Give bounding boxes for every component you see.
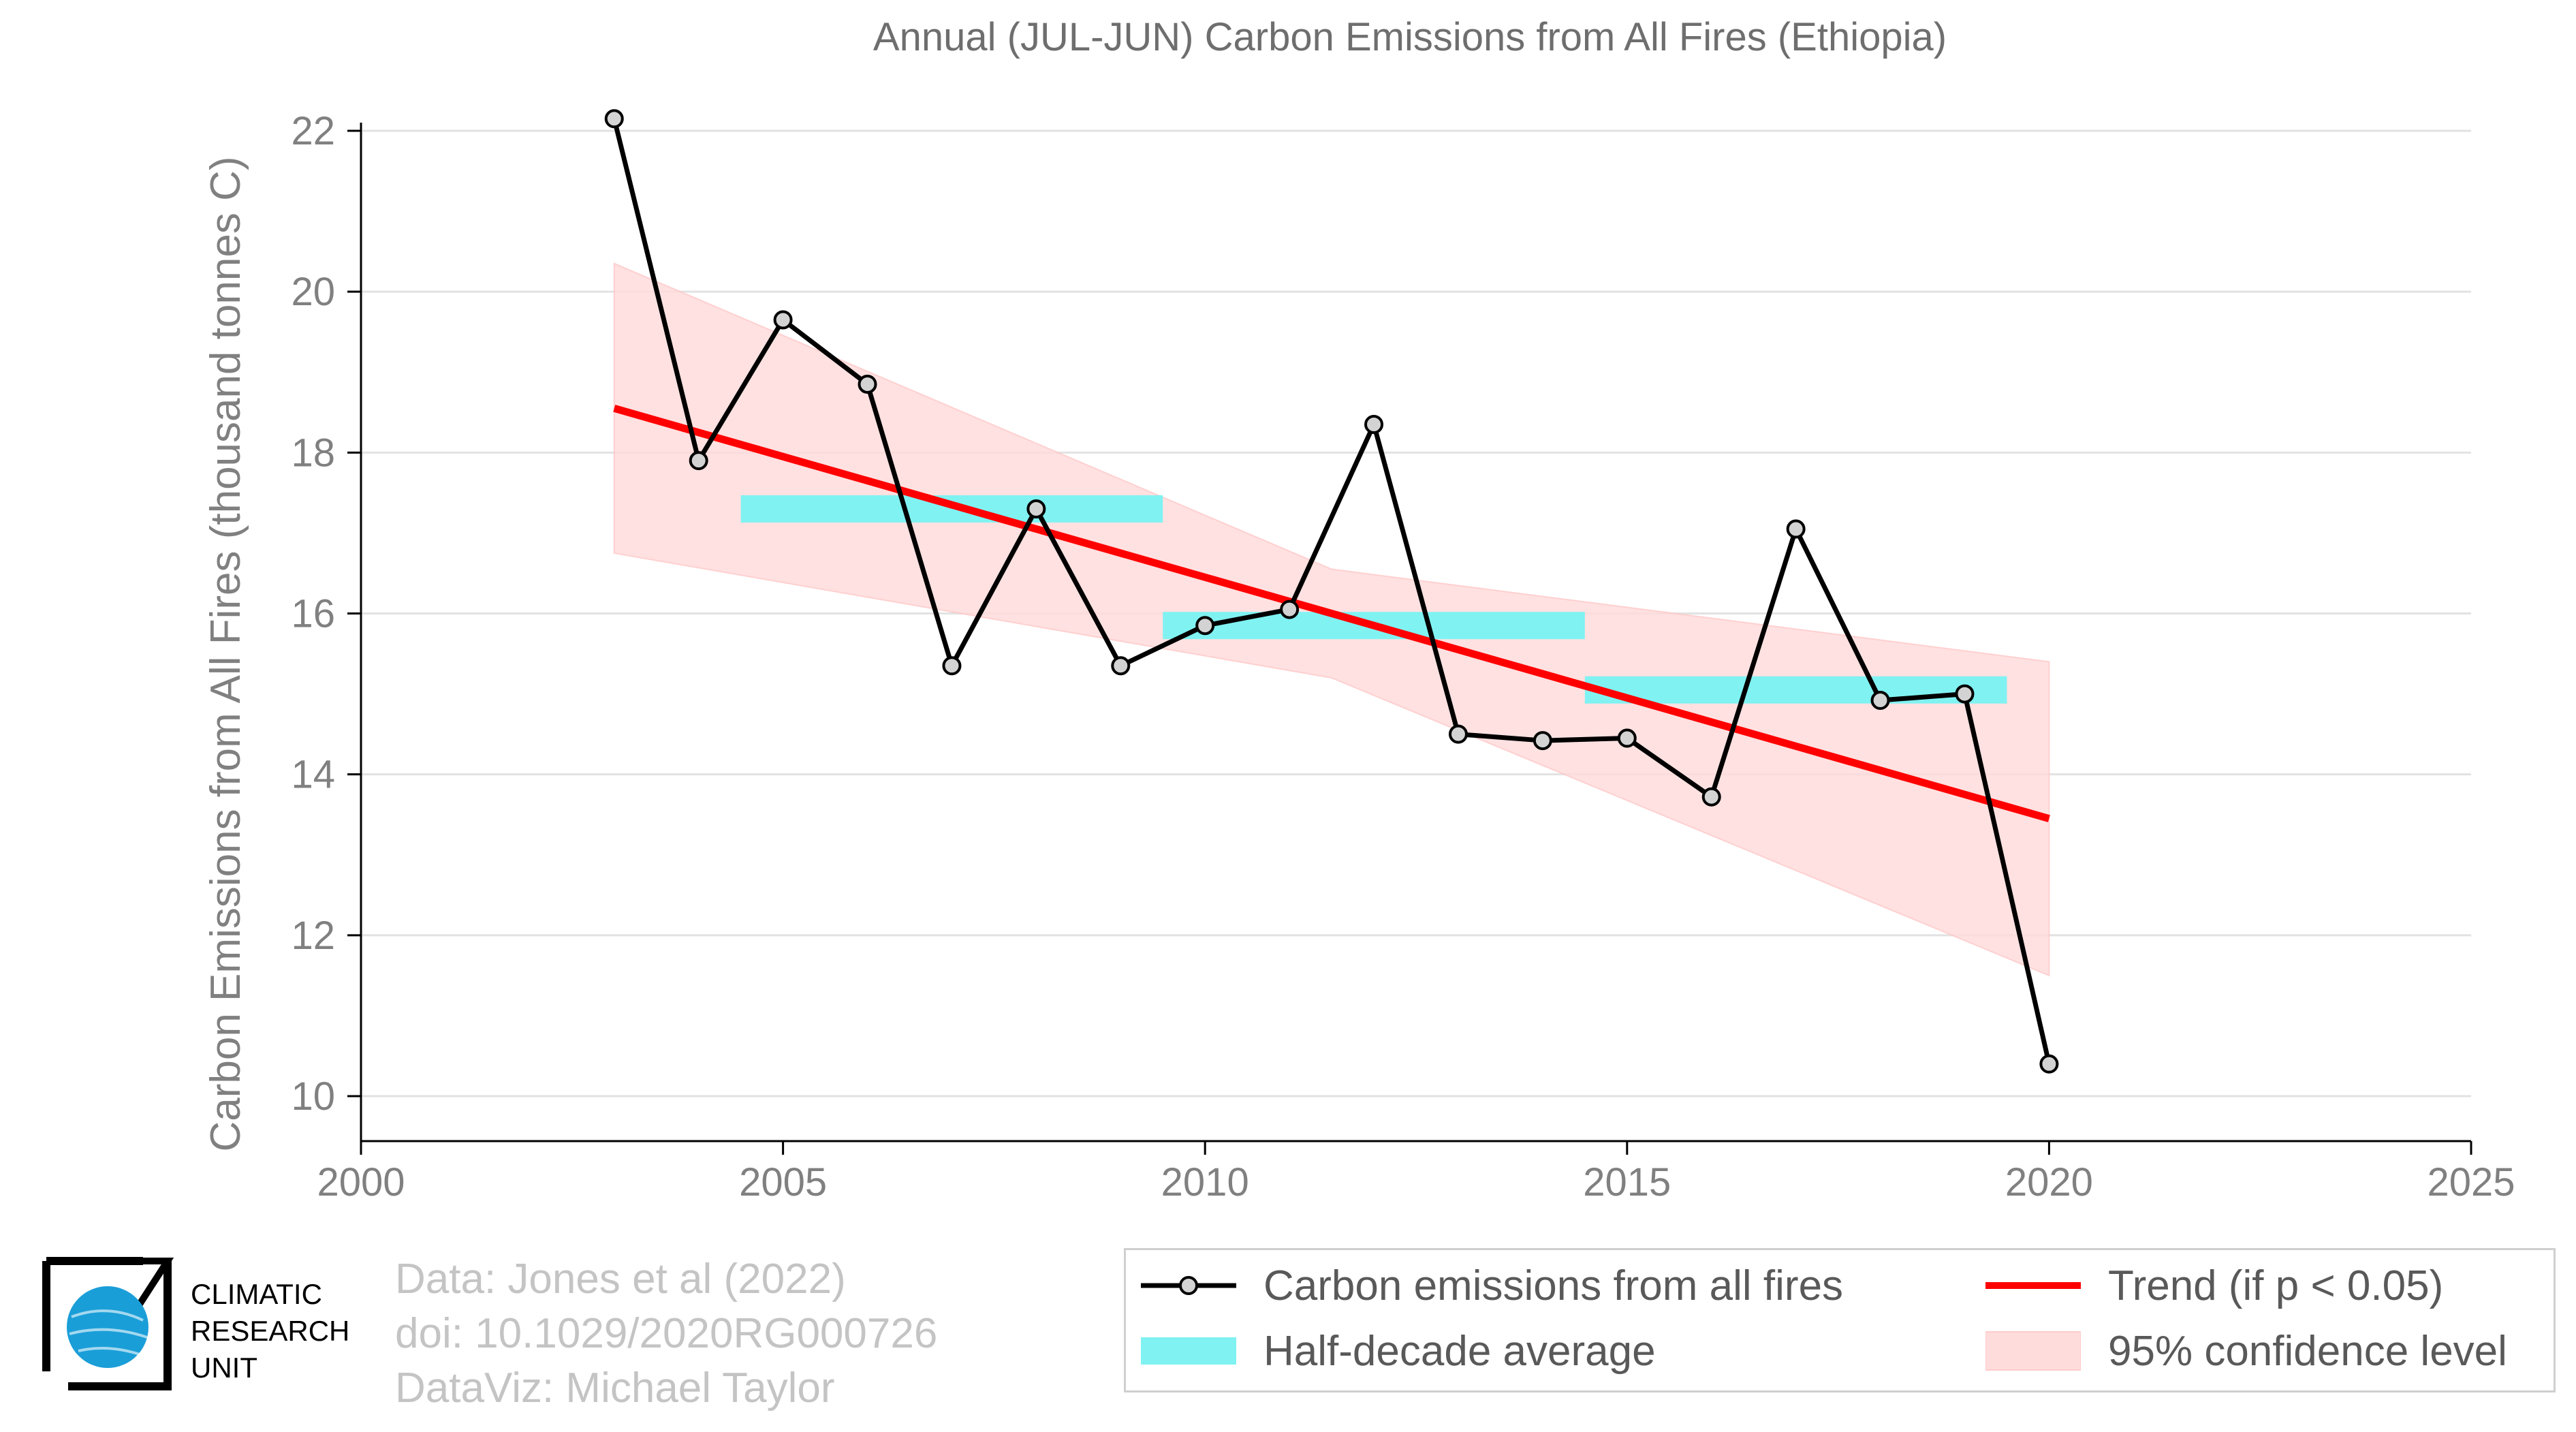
x-tick-label: 2000 <box>317 1160 405 1204</box>
legend-item-trend: Trend (if p < 0.05) <box>1985 1258 2443 1313</box>
data-point <box>2039 1054 2059 1074</box>
legend-swatch-trend <box>1985 1282 2081 1289</box>
y-tick-label: 10 <box>291 1074 335 1119</box>
logo-text-line2: RESEARCH <box>191 1315 350 1347</box>
chart-title: Annual (JUL-JUN) Carbon Emissions from A… <box>873 15 1947 59</box>
data-point <box>1280 600 1300 619</box>
emissions-line <box>612 118 2052 1065</box>
y-tick-label: 22 <box>291 109 335 153</box>
half-decade-bar <box>740 495 1163 523</box>
data-point <box>1786 519 1806 539</box>
data-point <box>689 451 708 471</box>
legend-label-emissions: Carbon emissions from all fires <box>1263 1262 1844 1309</box>
y-tick-label: 16 <box>291 592 335 636</box>
y-tick-label: 14 <box>291 753 335 797</box>
data-point <box>942 656 962 676</box>
legend-swatch-confidence <box>1985 1331 2081 1371</box>
legend-label-average: Half-decade average <box>1263 1327 1656 1375</box>
data-credits: Data: Jones et al (2022) doi: 10.1029/20… <box>395 1252 937 1416</box>
legend-swatch-average <box>1141 1337 1236 1365</box>
x-tick-label: 2015 <box>1583 1160 1671 1204</box>
y-tick-label: 12 <box>291 914 335 958</box>
data-point <box>1364 415 1384 435</box>
y-tick-labels: 10 12 14 16 18 20 22 <box>291 109 335 1119</box>
data-point <box>1701 787 1721 807</box>
credit-data-source: Data: Jones et al (2022) <box>395 1256 846 1303</box>
gridlines <box>347 129 2471 1098</box>
data-point <box>858 374 877 394</box>
data-point <box>1026 499 1046 518</box>
logo-text-line1: CLIMATIC <box>191 1278 322 1310</box>
globe-icon <box>42 1257 174 1390</box>
y-tick-label: 18 <box>291 431 335 475</box>
x-tick-label: 2025 <box>2427 1160 2515 1204</box>
legend-swatch-emissions <box>1141 1276 1236 1295</box>
x-tick-label: 2005 <box>739 1160 827 1204</box>
half-decade-bar <box>1584 676 2007 704</box>
logo-text-line3: UNIT <box>191 1352 257 1384</box>
data-point <box>1111 656 1131 676</box>
credit-dataviz: DataViz: Michael Taylor <box>395 1365 835 1412</box>
legend-item-confidence: 95% confidence level <box>1985 1324 2507 1378</box>
legend-item-average: Half-decade average <box>1141 1324 1656 1378</box>
data-point <box>1617 728 1637 748</box>
cru-logo: CLIMATIC RESEARCH UNIT <box>41 1256 361 1399</box>
data-point <box>1533 731 1552 751</box>
data-point <box>604 109 624 129</box>
x-tick-labels: 2000 2005 2010 2015 2020 2025 <box>317 1160 2515 1204</box>
trend-line <box>613 405 2050 822</box>
data-point <box>1870 691 1890 711</box>
legend-label-trend: Trend (if p < 0.05) <box>2108 1262 2444 1309</box>
trend-line-group <box>613 405 2050 822</box>
credit-doi: doi: 10.1029/2020RG000726 <box>395 1310 938 1357</box>
legend: Carbon emissions from all fires Half-dec… <box>1124 1248 2556 1392</box>
y-axis-label: Carbon Emissions from All Fires (thousan… <box>202 156 249 1151</box>
legend-label-confidence: 95% confidence level <box>2108 1327 2507 1375</box>
y-tick-label: 20 <box>291 270 335 314</box>
data-point <box>1448 724 1468 744</box>
x-tick-label: 2010 <box>1161 1160 1249 1204</box>
half-decade-averages <box>740 495 2007 704</box>
data-point <box>773 310 793 330</box>
emissions-series <box>604 109 2059 1074</box>
axes <box>360 123 2472 1155</box>
x-tick-label: 2020 <box>2005 1160 2093 1204</box>
legend-item-emissions: Carbon emissions from all fires <box>1141 1258 1843 1313</box>
data-point <box>1195 616 1215 636</box>
data-point <box>1955 684 1975 704</box>
